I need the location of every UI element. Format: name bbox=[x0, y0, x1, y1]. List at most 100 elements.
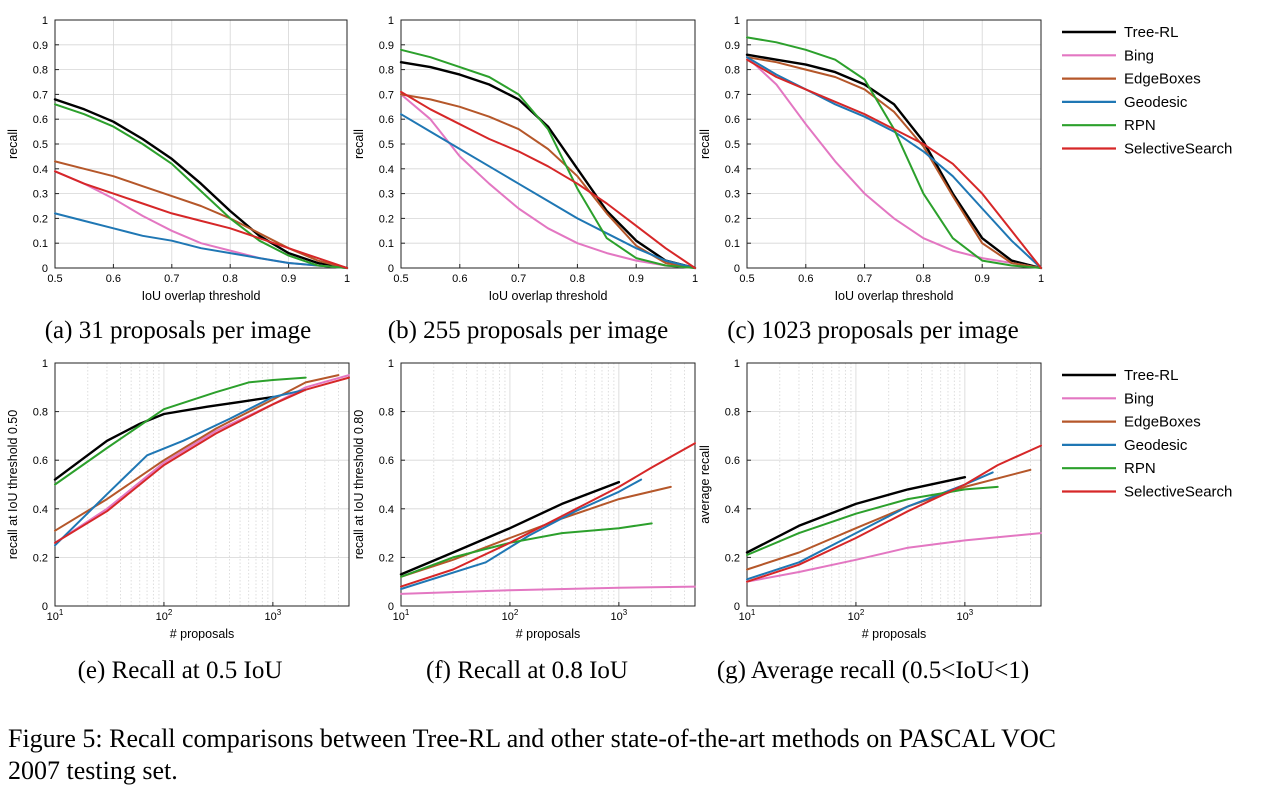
series-line-edgeboxes bbox=[746, 468, 1032, 571]
y-tick-label: 0.2 bbox=[33, 213, 48, 225]
y-tick-label: 0.4 bbox=[379, 504, 394, 516]
x-axis-label: IoU overlap threshold bbox=[489, 289, 608, 303]
y-tick-label: 0.6 bbox=[379, 114, 394, 126]
chart-panel-2: 0.5 0.6 0.7 0.8 0.9 1 0 0.1 0.2 0.3 0.4 0.5 0.6 0.7 0.… bbox=[352, 15, 698, 303]
legend-1: Tree-RL Bing EdgeBoxes Geodesic RPN Selective… bbox=[1062, 24, 1232, 158]
x-tick-label: 0.5 bbox=[739, 273, 754, 285]
y-tick-label: 0.2 bbox=[725, 552, 740, 564]
x-tick-label: 103 bbox=[957, 608, 974, 623]
y-tick-label: 0.8 bbox=[33, 407, 48, 419]
y-tick-label: 0.4 bbox=[33, 504, 48, 516]
series-line-edgeboxes bbox=[746, 56, 1042, 269]
y-tick-label: 0.4 bbox=[725, 504, 740, 516]
x-tick-label: 0.6 bbox=[452, 273, 467, 285]
y-tick-label: 0.9 bbox=[33, 40, 48, 52]
x-tick-label: 103 bbox=[611, 608, 628, 623]
subcaption-b: (b) 255 proposals per image bbox=[388, 317, 668, 344]
y-tick-label: 0.2 bbox=[379, 213, 394, 225]
series-line-rpn bbox=[400, 48, 696, 269]
y-tick-label: 0.9 bbox=[379, 40, 394, 52]
y-tick-label: 0.4 bbox=[725, 164, 740, 176]
y-tick-label: 0.7 bbox=[33, 89, 48, 101]
x-tick-label: 0.7 bbox=[511, 273, 526, 285]
y-tick-label: 1 bbox=[734, 15, 740, 27]
y-tick-label: 0.6 bbox=[33, 114, 48, 126]
series-line-geodesic bbox=[400, 478, 643, 590]
chart-panel-4: 101 102 103 0 0.2 0.4 0.6 0.8 1 # proposals recall… bbox=[6, 358, 350, 641]
y-tick-label: 0.7 bbox=[379, 89, 394, 101]
chart-panel-5: 101 102 103 0 0.2 0.4 0.6 0.8 1 # proposals recall… bbox=[352, 358, 696, 641]
y-tick-label: 1 bbox=[388, 15, 394, 27]
y-tick-label: 1 bbox=[42, 358, 48, 370]
legend-label-tree-rl: Tree-RL bbox=[1124, 24, 1178, 41]
legend-label-selectivesearch: SelectiveSearch bbox=[1124, 484, 1232, 501]
plot-area bbox=[747, 363, 1041, 606]
figure-caption-line-1: Figure 5: Recall comparisons between Tre… bbox=[8, 724, 1056, 753]
series-line-edgeboxes bbox=[400, 485, 672, 578]
series-line-bing bbox=[54, 374, 350, 544]
x-axis-label: # proposals bbox=[516, 627, 581, 641]
series-line-edgeboxes bbox=[54, 374, 340, 532]
y-tick-label: 0 bbox=[388, 601, 394, 613]
series-line-tree-rl bbox=[53, 98, 349, 270]
y-tick-label: 0.1 bbox=[379, 238, 394, 250]
legend-label-bing: Bing bbox=[1124, 47, 1154, 64]
legend-label-rpn: RPN bbox=[1124, 117, 1156, 134]
legend-label-bing: Bing bbox=[1124, 390, 1154, 407]
x-axis-label: # proposals bbox=[862, 627, 927, 641]
series-line-selectivesearch bbox=[746, 444, 1042, 583]
series-line-rpn bbox=[746, 485, 999, 556]
y-tick-label: 0.5 bbox=[379, 139, 394, 151]
x-tick-label: 102 bbox=[502, 608, 519, 623]
legend-label-rpn: RPN bbox=[1124, 460, 1156, 477]
plot-area bbox=[401, 363, 695, 606]
y-tick-label: 0.2 bbox=[379, 552, 394, 564]
y-tick-label: 0.5 bbox=[725, 139, 740, 151]
axes-box bbox=[400, 362, 696, 607]
axes-box bbox=[746, 362, 1042, 607]
y-tick-label: 0 bbox=[42, 263, 48, 275]
y-tick-label: 1 bbox=[734, 358, 740, 370]
series-line-geodesic bbox=[54, 388, 307, 547]
y-tick-label: 0.1 bbox=[33, 238, 48, 250]
x-tick-label: 102 bbox=[156, 608, 173, 623]
x-tick-label: 0.9 bbox=[975, 273, 990, 285]
x-tick-label: 0.5 bbox=[47, 273, 62, 285]
x-tick-label: 101 bbox=[393, 608, 410, 623]
series-line-selectivesearch bbox=[400, 442, 696, 588]
x-axis-label: IoU overlap threshold bbox=[142, 289, 261, 303]
y-tick-label: 0.4 bbox=[379, 164, 394, 176]
y-tick-label: 0.2 bbox=[725, 213, 740, 225]
y-tick-label: 0.8 bbox=[725, 65, 740, 77]
series-line-rpn bbox=[400, 522, 653, 578]
y-axis-label: average recall bbox=[698, 445, 712, 524]
y-axis-label: recall at IoU threshold 0.80 bbox=[352, 410, 366, 559]
x-tick-label: 0.6 bbox=[798, 273, 813, 285]
x-axis-label: # proposals bbox=[170, 627, 235, 641]
chart-panel-1: 0.5 0.6 0.7 0.8 0.9 1 0 0.1 0.2 0.3 0.4 0.5 0.6 0.7 0.… bbox=[6, 15, 350, 303]
y-tick-label: 0 bbox=[734, 263, 740, 275]
x-tick-label: 0.6 bbox=[106, 273, 121, 285]
legend-label-edgeboxes: EdgeBoxes bbox=[1124, 71, 1201, 88]
x-tick-label: 101 bbox=[739, 608, 756, 623]
x-tick-label: 1 bbox=[1038, 273, 1044, 285]
y-axis-label: recall at IoU threshold 0.50 bbox=[6, 410, 20, 559]
chart-panel-3: 0.5 0.6 0.7 0.8 0.9 1 0 0.1 0.2 0.3 0.4 0.5 0.6 0.7 0.… bbox=[698, 15, 1044, 303]
y-tick-label: 0.8 bbox=[379, 65, 394, 77]
x-tick-label: 1 bbox=[692, 273, 698, 285]
y-tick-label: 0.3 bbox=[379, 189, 394, 201]
x-tick-label: 103 bbox=[265, 608, 282, 623]
x-tick-label: 0.9 bbox=[629, 273, 644, 285]
x-tick-label: 0.7 bbox=[857, 273, 872, 285]
legend-label-edgeboxes: EdgeBoxes bbox=[1124, 414, 1201, 431]
x-tick-label: 0.9 bbox=[281, 273, 296, 285]
series-line-bing bbox=[746, 532, 1042, 583]
y-tick-label: 1 bbox=[388, 358, 394, 370]
series-line-rpn bbox=[54, 376, 307, 486]
legend-label-geodesic: Geodesic bbox=[1124, 437, 1188, 454]
x-tick-label: 102 bbox=[848, 608, 865, 623]
series-line-geodesic bbox=[54, 212, 348, 269]
chart-panel-6: 101 102 103 0 0.2 0.4 0.6 0.8 1 # proposals averag… bbox=[698, 358, 1042, 641]
y-tick-label: 0.8 bbox=[725, 407, 740, 419]
